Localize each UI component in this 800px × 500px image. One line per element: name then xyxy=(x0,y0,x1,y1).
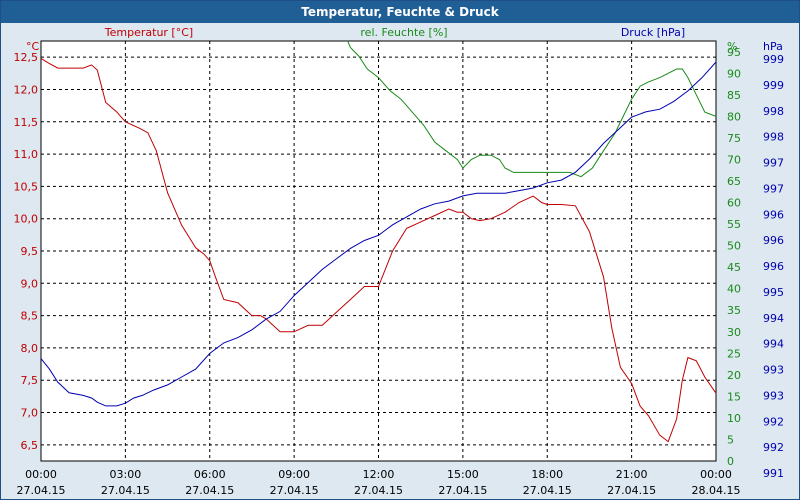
temperature-tick-label: 11,0 xyxy=(14,148,39,161)
humidity-tick-label: 15 xyxy=(727,390,741,403)
pressure-tick-label: 999 xyxy=(763,79,784,92)
temperature-tick-label: 8,0 xyxy=(21,342,39,355)
gridlines xyxy=(41,41,716,461)
x-tick-date: 27.04.15 xyxy=(523,484,572,497)
temperature-tick-label: 11,5 xyxy=(14,116,39,129)
pressure-tick-label: 997 xyxy=(763,182,784,195)
humidity-tick-label: 20 xyxy=(727,369,741,382)
pressure-tick-label: 995 xyxy=(763,286,784,299)
humidity-tick-label: 60 xyxy=(727,197,741,210)
x-tick-date: 27.04.15 xyxy=(270,484,319,497)
humidity-tick-label: 50 xyxy=(727,240,741,253)
pressure-tick-label: 992 xyxy=(763,441,784,454)
humidity-tick-label: 95 xyxy=(727,46,741,59)
x-tick-date: 27.04.15 xyxy=(185,484,234,497)
humidity-tick-label: 0 xyxy=(727,455,734,468)
humidity-tick-label: 85 xyxy=(727,89,741,102)
pressure-tick-label: 992 xyxy=(763,415,784,428)
pressure-tick-label: 998 xyxy=(763,131,784,144)
axis-titles: Temperatur [°C] rel. Feuchte [%] Druck [hP… xyxy=(104,26,685,39)
temperature-tick-label: 10,5 xyxy=(14,180,39,193)
pressure-tick-label: 994 xyxy=(763,312,784,325)
temperature-tick-label: 9,0 xyxy=(21,277,39,290)
pressure-unit: hPa xyxy=(763,40,783,53)
x-tick-time: 06:00 xyxy=(194,468,226,481)
pressure-tick-label: 993 xyxy=(763,389,784,402)
humidity-tick-label: 40 xyxy=(727,283,741,296)
temperature-tick-label: 12,5 xyxy=(14,51,39,64)
x-tick-time: 00:00 xyxy=(700,468,732,481)
x-tick-time: 12:00 xyxy=(363,468,395,481)
humidity-line xyxy=(347,40,717,178)
humidity-tick-label: 30 xyxy=(727,326,741,339)
axis-labels: 00:00 27.04.15 03:00 27.04.15 06:00 27.04.15 0… xyxy=(14,40,785,497)
pressure-line xyxy=(40,61,717,407)
humidity-tick-label: 10 xyxy=(727,412,741,425)
temperature-tick-label: 10,0 xyxy=(14,213,39,226)
pressure-axis-title: Druck [hPa] xyxy=(621,26,685,39)
chart-canvas: 00:00 27.04.15 03:00 27.04.15 06:00 27.04.15 0… xyxy=(14,26,785,497)
pressure-tick-label: 997 xyxy=(763,157,784,170)
humidity-tick-label: 35 xyxy=(727,304,741,317)
x-tick-date: 28.04.15 xyxy=(692,484,741,497)
series-lines xyxy=(40,40,717,443)
humidity-tick-label: 75 xyxy=(727,132,741,145)
temperature-tick-label: 7,5 xyxy=(21,374,39,387)
pressure-tick-label: 996 xyxy=(763,234,784,247)
temperature-line xyxy=(40,57,717,443)
x-tick-time: 00:00 xyxy=(25,468,57,481)
x-tick-date: 27.04.15 xyxy=(17,484,66,497)
x-tick-time: 21:00 xyxy=(616,468,648,481)
humidity-tick-label: 90 xyxy=(727,67,741,80)
pressure-tick-label: 996 xyxy=(763,260,784,273)
temperature-tick-label: 12,0 xyxy=(14,83,39,96)
x-tick-time: 09:00 xyxy=(278,468,310,481)
x-tick-time: 15:00 xyxy=(447,468,479,481)
x-tick-date: 27.04.15 xyxy=(354,484,403,497)
humidity-tick-label: 65 xyxy=(727,175,741,188)
humidity-tick-label: 25 xyxy=(727,347,741,360)
pressure-tick-label: 993 xyxy=(763,364,784,377)
x-tick-time: 03:00 xyxy=(110,468,142,481)
humidity-axis-title: rel. Feuchte [%] xyxy=(360,26,447,39)
humidity-tick-label: 5 xyxy=(727,433,734,446)
x-tick-time: 18:00 xyxy=(531,468,563,481)
humidity-tick-label: 80 xyxy=(727,110,741,123)
humidity-unit: % xyxy=(727,40,737,53)
humidity-tick-label: 70 xyxy=(727,153,741,166)
x-tick-date: 27.04.15 xyxy=(607,484,656,497)
temperature-tick-label: 9,5 xyxy=(21,245,39,258)
pressure-tick-label: 991 xyxy=(763,467,784,480)
temperature-tick-label: 7,0 xyxy=(21,407,39,420)
temperature-tick-label: 6,5 xyxy=(21,439,39,452)
pressure-tick-label: 994 xyxy=(763,338,784,351)
temperature-unit: °C xyxy=(26,40,40,53)
chart-title: Temperatur, Feuchte & Druck xyxy=(1,1,799,23)
x-tick-date: 27.04.15 xyxy=(101,484,150,497)
pressure-tick-label: 999 xyxy=(763,53,784,66)
x-tick-date: 27.04.15 xyxy=(438,484,487,497)
temperature-axis-title: Temperatur [°C] xyxy=(104,26,193,39)
humidity-tick-label: 45 xyxy=(727,261,741,274)
pressure-tick-label: 996 xyxy=(763,208,784,221)
humidity-tick-label: 55 xyxy=(727,218,741,231)
temperature-tick-label: 8,5 xyxy=(21,310,39,323)
pressure-tick-label: 998 xyxy=(763,105,784,118)
